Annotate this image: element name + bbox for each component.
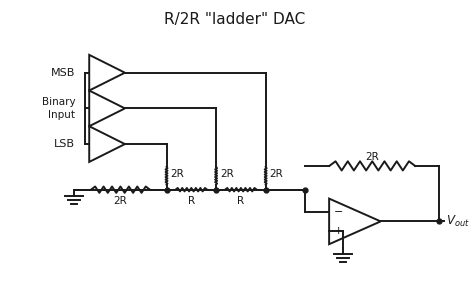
Text: Binary
Input: Binary Input	[42, 97, 75, 120]
Text: −: −	[333, 207, 343, 217]
Text: 2R: 2R	[365, 152, 379, 162]
Text: 2R: 2R	[270, 169, 283, 179]
Text: LSB: LSB	[55, 139, 75, 149]
Text: MSB: MSB	[51, 68, 75, 78]
Text: +: +	[333, 225, 343, 235]
Text: 2R: 2R	[171, 169, 184, 179]
Text: $V_{out}$: $V_{out}$	[446, 214, 470, 229]
Text: 2R: 2R	[114, 196, 128, 206]
Text: R: R	[188, 196, 195, 206]
Text: 2R: 2R	[220, 169, 234, 179]
Text: R/2R "ladder" DAC: R/2R "ladder" DAC	[164, 12, 306, 27]
Text: R: R	[237, 196, 245, 206]
